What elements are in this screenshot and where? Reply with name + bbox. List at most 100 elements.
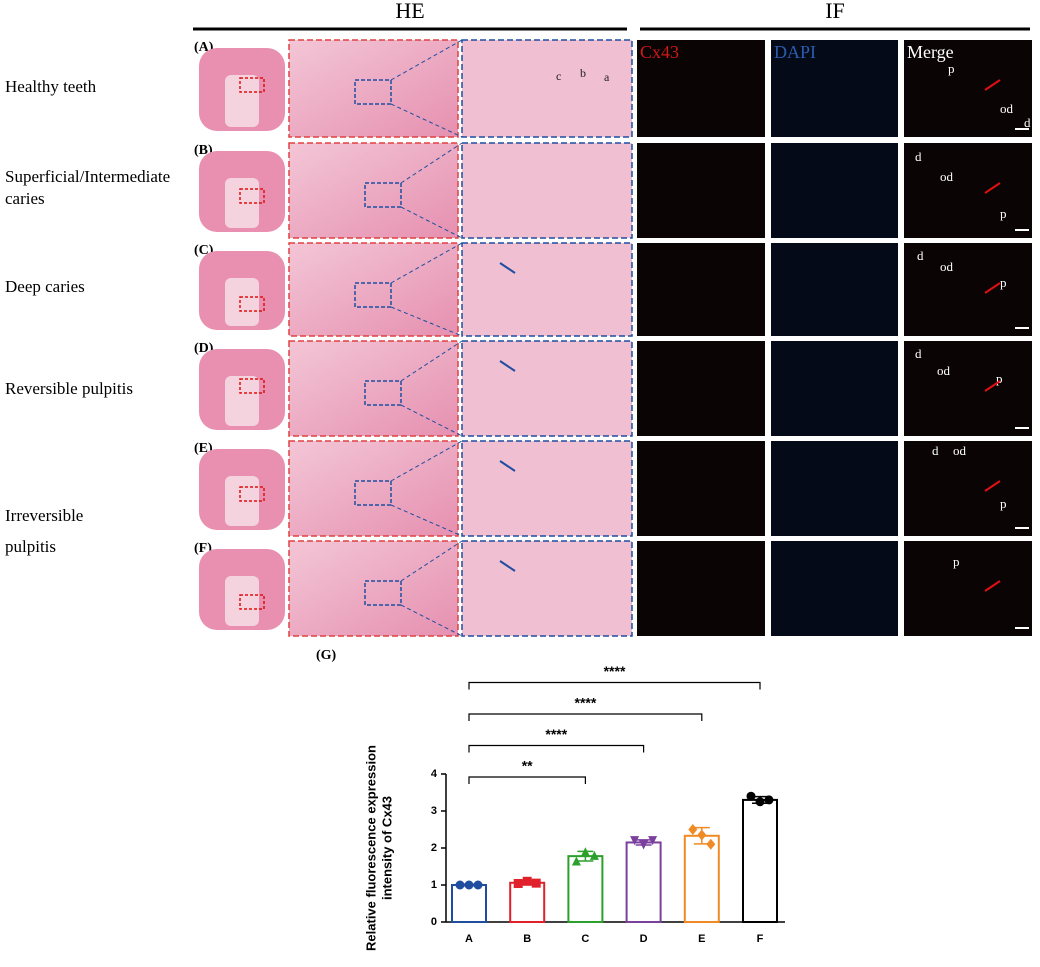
- if-column-title: Merge: [907, 42, 954, 62]
- header: IF: [825, 0, 845, 23]
- he-zoom-image: [461, 39, 633, 138]
- merge-annotation: p: [1000, 496, 1007, 511]
- arrow: [984, 282, 1001, 294]
- zoom-line: [400, 404, 463, 437]
- roi-box: [364, 580, 402, 606]
- data-point: [464, 880, 474, 890]
- bar: [742, 798, 778, 924]
- if-image: [904, 143, 1032, 238]
- if-image: [771, 40, 898, 137]
- if-image: [904, 243, 1032, 336]
- if-image: [637, 441, 765, 536]
- merge-annotation: d: [932, 443, 939, 458]
- roi-box: [364, 182, 402, 208]
- if-image: [904, 441, 1032, 536]
- he-image: [288, 142, 459, 239]
- he-zoom-image: [461, 142, 633, 239]
- arrow: [984, 79, 1001, 91]
- if-image: [771, 341, 898, 436]
- row-label: Reversible pulpitis: [5, 379, 133, 398]
- data-point: [580, 847, 590, 857]
- arrow: [499, 360, 516, 372]
- significance-label: ****: [545, 726, 567, 742]
- bar: [567, 855, 604, 924]
- significance-label: ****: [575, 695, 597, 711]
- merge-annotation: od: [937, 363, 951, 378]
- arrow: [984, 580, 1001, 592]
- significance-bracket: [468, 776, 586, 784]
- arrow: [984, 182, 1001, 194]
- he-image: [288, 242, 459, 337]
- he-annotation: b: [580, 66, 586, 80]
- pulp: [225, 278, 259, 326]
- row-label: Superficial/Intermediate: [5, 167, 170, 186]
- panel-label: (G): [316, 648, 337, 663]
- merge-annotation: od: [1000, 101, 1014, 116]
- roi-box: [239, 378, 265, 394]
- merge-annotation: p: [953, 554, 960, 569]
- pulp: [225, 75, 259, 127]
- merge-annotation: p: [948, 61, 955, 76]
- arrow: [984, 480, 1001, 492]
- he-image: [288, 440, 459, 537]
- he-image: [288, 340, 459, 437]
- he-annotation: c: [556, 69, 561, 83]
- if-image: [637, 243, 765, 336]
- merge-annotation: od: [940, 259, 954, 274]
- roi-box: [239, 594, 265, 610]
- data-point: [648, 836, 658, 846]
- y-axis-label: intensity of Cx43: [379, 796, 394, 900]
- merge-annotation: od: [953, 443, 967, 458]
- roi-box: [354, 480, 392, 506]
- row-label: caries: [5, 189, 45, 208]
- he-zoom-image: [461, 440, 633, 537]
- zoom-line: [400, 540, 463, 582]
- roi-box: [239, 296, 265, 312]
- zoom-line: [400, 604, 463, 637]
- x-tick-label: C: [581, 933, 589, 945]
- data-point: [746, 791, 756, 801]
- if-image: [904, 40, 1032, 137]
- if-image: [904, 341, 1032, 436]
- zoom-line: [390, 306, 463, 337]
- data-point: [764, 795, 774, 805]
- roi-box: [364, 380, 402, 406]
- he-zoom-image: [461, 340, 633, 437]
- merge-annotation: d: [915, 149, 922, 164]
- zoom-line: [400, 142, 463, 184]
- if-column-title: Cx43: [640, 42, 679, 62]
- merge-annotation: od: [940, 169, 954, 184]
- header: HE: [395, 0, 424, 23]
- arrow: [499, 460, 516, 472]
- data-point: [522, 876, 532, 886]
- if-image: [771, 541, 898, 636]
- if-image: [637, 541, 765, 636]
- significance-bracket: [468, 744, 645, 753]
- row-label: Irreversible: [5, 506, 83, 525]
- x-tick-label: F: [757, 933, 764, 945]
- row-label: Healthy teeth: [5, 77, 97, 96]
- roi-box: [239, 188, 265, 204]
- merge-annotation: p: [1000, 275, 1007, 290]
- if-image: [771, 143, 898, 238]
- if-image: [637, 143, 765, 238]
- he-image: [288, 39, 459, 138]
- significance-label: **: [522, 758, 533, 774]
- arrow: [499, 560, 516, 572]
- data-point: [755, 797, 765, 807]
- significance-bracket: [468, 681, 761, 690]
- data-point: [706, 838, 716, 850]
- data-point: [473, 880, 483, 890]
- significance-bracket: [468, 713, 703, 721]
- merge-annotation: p: [996, 371, 1003, 386]
- data-point: [630, 836, 640, 846]
- zoom-line: [400, 340, 463, 382]
- y-tick-label: 1: [431, 879, 437, 891]
- bar: [451, 884, 487, 923]
- he-zoom-image: [461, 540, 633, 637]
- y-axis-label: Relative fluorescence expression: [363, 745, 378, 951]
- y-tick-label: 0: [431, 916, 437, 928]
- zoom-line: [390, 103, 463, 138]
- row-label: Deep caries: [5, 277, 85, 296]
